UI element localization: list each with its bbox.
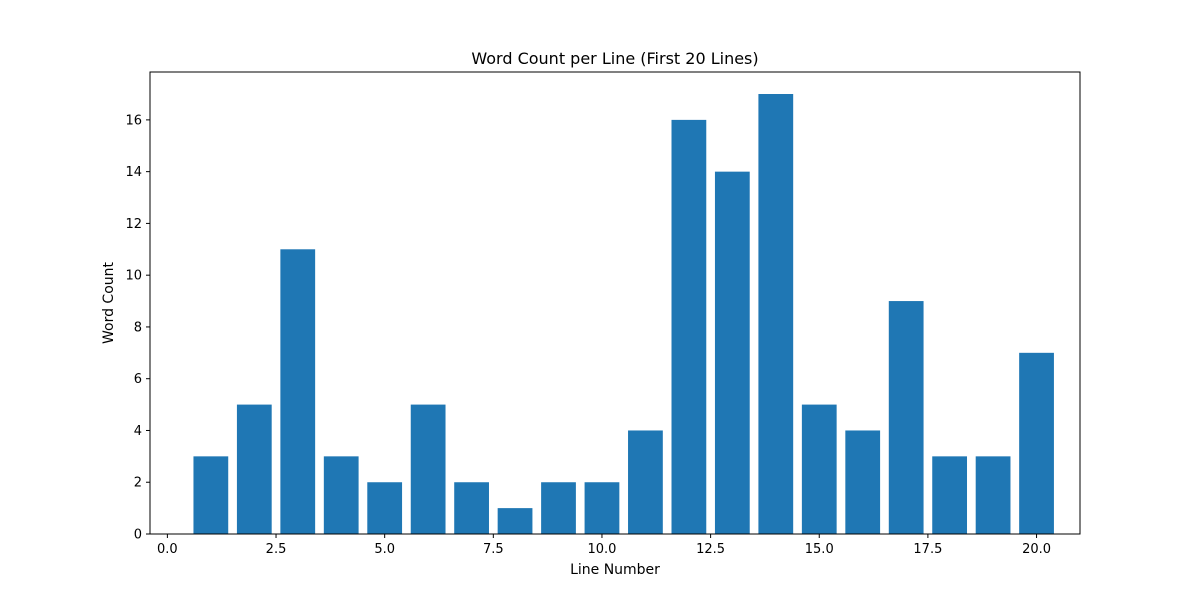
bar-line-2 [236, 404, 272, 534]
x-tick-label: 17.5 [913, 542, 942, 557]
x-axis-ticks: 0.0 2.5 5.0 7.5 10.0 12.5 15.0 17.5 20.0 [157, 534, 1051, 557]
y-tick-label: 10 [125, 269, 142, 284]
y-tick-label: 14 [125, 165, 142, 180]
y-tick-label: 16 [125, 113, 142, 128]
y-tick-label: 4 [134, 424, 142, 439]
bar-line-4 [323, 456, 359, 534]
bar-line-10 [584, 482, 620, 534]
bar-line-19 [975, 456, 1011, 534]
bar-line-3 [280, 249, 316, 535]
bar-line-18 [932, 456, 968, 534]
y-tick-label: 6 [134, 372, 142, 387]
x-tick-label: 12.5 [696, 542, 725, 557]
plot-frame [149, 71, 1081, 535]
y-tick-label: 2 [134, 476, 142, 491]
bar-line-7 [454, 482, 489, 534]
x-tick-label: 0.0 [157, 542, 178, 557]
bar-line-20 [1019, 352, 1054, 534]
bar-line-11 [628, 430, 663, 534]
y-tick-label: 8 [134, 320, 142, 335]
bar-line-15 [801, 404, 837, 534]
bar-line-8 [497, 508, 533, 534]
bar-line-6 [410, 404, 446, 534]
y-axis-ticks: 0 2 4 6 8 10 12 14 16 [125, 113, 150, 543]
x-tick-label: 10.0 [587, 542, 616, 557]
bar-line-1 [193, 456, 229, 534]
y-axis-title: Word Count [101, 261, 117, 344]
x-tick-label: 20.0 [1022, 542, 1051, 557]
chart-title: Word Count per Line (First 20 Lines) [471, 49, 758, 68]
bar-line-9 [541, 482, 576, 534]
bar-line-12 [671, 119, 707, 534]
x-tick-label: 5.0 [374, 542, 395, 557]
x-tick-label: 7.5 [483, 542, 504, 557]
bar-line-16 [845, 430, 881, 534]
bar-line-5 [367, 482, 403, 534]
bar-line-17 [888, 301, 924, 534]
x-tick-label: 2.5 [266, 542, 287, 557]
bar-line-13 [714, 171, 750, 534]
x-axis-title: Line Number [570, 562, 660, 578]
bar-line-14 [758, 94, 794, 534]
y-tick-label: 0 [134, 528, 142, 543]
x-tick-label: 15.0 [805, 542, 834, 557]
y-tick-label: 12 [125, 217, 142, 232]
bars-layer [193, 94, 1054, 535]
